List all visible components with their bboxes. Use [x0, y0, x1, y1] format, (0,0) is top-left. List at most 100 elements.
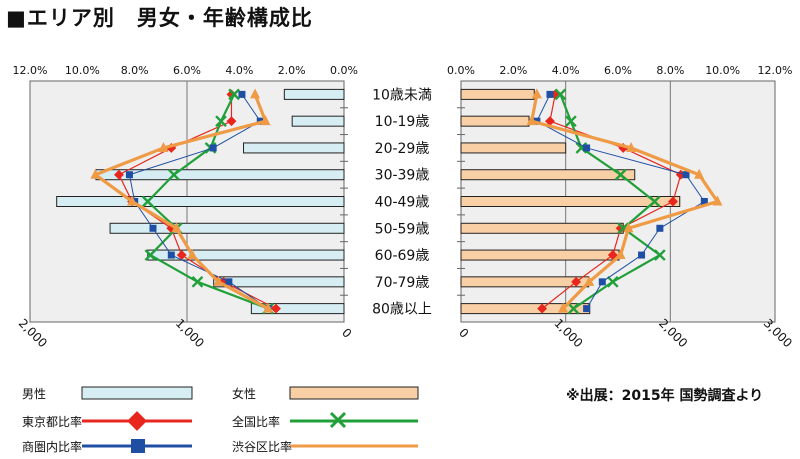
male-bar	[243, 142, 345, 154]
female-national-point	[648, 195, 661, 208]
female-bar	[460, 169, 636, 181]
male-shoken-point	[167, 251, 175, 259]
female-shoken-point	[638, 251, 646, 259]
male-national-point	[215, 115, 227, 128]
female-bar	[460, 249, 620, 261]
age-category-label: 20-29歳	[375, 141, 430, 157]
legend-female-label: 女性	[232, 387, 257, 401]
page-title: ■エリア別 男女・年齢構成比	[6, 6, 313, 30]
female-percent-tick-label: 2.0%	[499, 64, 527, 77]
female-shibuya-point	[623, 222, 634, 233]
male-bar	[250, 303, 345, 315]
male-national-point	[141, 195, 154, 208]
male-bar	[147, 249, 345, 261]
female-tokyo-point	[607, 250, 618, 261]
female-percent-tick-label: 4.0%	[552, 64, 580, 77]
age-category-label: 80歳以上	[372, 302, 432, 318]
male-shibuya-point	[213, 275, 224, 286]
legend-male-swatch	[81, 386, 193, 400]
male-tokyo-point	[114, 169, 124, 180]
female-percent-tick-label: 6.0%	[604, 64, 632, 77]
age-category-label: 10歳未満	[372, 87, 432, 103]
male-bar	[213, 276, 345, 288]
female-national-point	[606, 275, 619, 288]
female-tokyo-point	[571, 276, 582, 287]
female-tokyo-point	[537, 303, 548, 314]
female-shoken-point	[583, 144, 591, 152]
female-tokyo-point	[668, 196, 678, 207]
male-shoken-point	[209, 144, 217, 152]
female-shoken-point	[546, 90, 554, 98]
male-shoken-point	[225, 278, 233, 286]
female-shibuya-point	[526, 115, 537, 126]
male-percent-tick-label: 10.0%	[65, 64, 100, 77]
female-shoken-point	[682, 171, 690, 179]
female-shibuya-point	[626, 141, 637, 152]
female-national-point	[554, 88, 567, 101]
female-bar	[460, 88, 535, 100]
female-percent-tick-label: 8.0%	[656, 64, 684, 77]
female-tokyo-point	[615, 223, 626, 234]
male-national-point	[228, 88, 240, 101]
male-shibuya-point	[171, 222, 182, 233]
legend-tokyo-swatch	[82, 411, 192, 431]
male-tokyo-point	[226, 116, 237, 127]
male-count-tick-label: 0	[339, 326, 354, 341]
female-shibuya-point	[712, 195, 723, 206]
source-note: ※出展：2015年 国勢調査より	[566, 388, 764, 404]
male-national-point	[168, 168, 180, 181]
male-percent-tick-label: 8.0%	[121, 64, 149, 77]
male-percent-tick-label: 6.0%	[173, 64, 201, 77]
age-category-label: 50-59歳	[375, 221, 430, 237]
male-percent-tick-label: 2.0%	[278, 64, 306, 77]
female-shibuya-point	[584, 275, 595, 286]
female-shoken-point	[583, 305, 591, 313]
male-shoken-point	[125, 171, 133, 179]
female-shibuya-point	[558, 302, 569, 313]
male-shibuya-point	[187, 249, 198, 260]
male-percent-tick-label: 12.0%	[13, 64, 48, 77]
female-shibuya-point	[694, 168, 705, 179]
age-category-label: 10-19歳	[375, 114, 430, 130]
male-bar	[95, 169, 345, 181]
female-bar	[460, 115, 530, 127]
female-national-point	[654, 249, 666, 261]
legend-shoken-swatch	[82, 439, 192, 453]
male-bar	[291, 115, 345, 127]
male-national-point	[191, 275, 204, 288]
male-national-point	[144, 249, 157, 261]
female-shoken-point	[700, 198, 708, 205]
legend-national-swatch	[290, 411, 418, 429]
male-tokyo-point	[271, 303, 281, 314]
female-shibuya-point	[615, 249, 626, 260]
age-category-label: 60-69歳	[375, 248, 430, 264]
male-shibuya-point	[90, 168, 101, 179]
male-bar	[56, 196, 345, 207]
female-count-tick-label: 3,000	[761, 316, 795, 350]
male-shoken-point	[238, 90, 246, 98]
female-tokyo-point	[545, 116, 555, 127]
male-shoken-point	[149, 224, 157, 232]
female-bar	[460, 142, 567, 154]
legend-shoken-label: 商圏内比率	[22, 440, 83, 454]
legend-shibuya-label: 渋谷区比率	[232, 440, 293, 454]
female-national-point	[614, 168, 627, 181]
legend-female-swatch	[289, 386, 419, 400]
female-bar	[460, 196, 681, 207]
female-percent-tick-label: 10.0%	[705, 64, 740, 77]
legend-tokyo-label: 東京都比率	[22, 415, 83, 429]
legend-national-label: 全国比率	[232, 415, 281, 429]
female-percent-tick-label: 12.0%	[758, 64, 793, 77]
male-shibuya-point	[158, 141, 169, 152]
male-bar	[283, 88, 345, 100]
male-percent-tick-label: 4.0%	[225, 64, 253, 77]
female-count-tick-label: 0	[456, 326, 471, 341]
male-percent-tick-label: 0.0%	[330, 64, 358, 77]
female-national-point	[565, 115, 577, 128]
female-bar	[460, 222, 624, 234]
male-shibuya-point	[263, 302, 274, 313]
legend-male-label: 男性	[22, 387, 47, 401]
male-bar	[109, 222, 345, 234]
male-tokyo-point	[176, 250, 187, 261]
